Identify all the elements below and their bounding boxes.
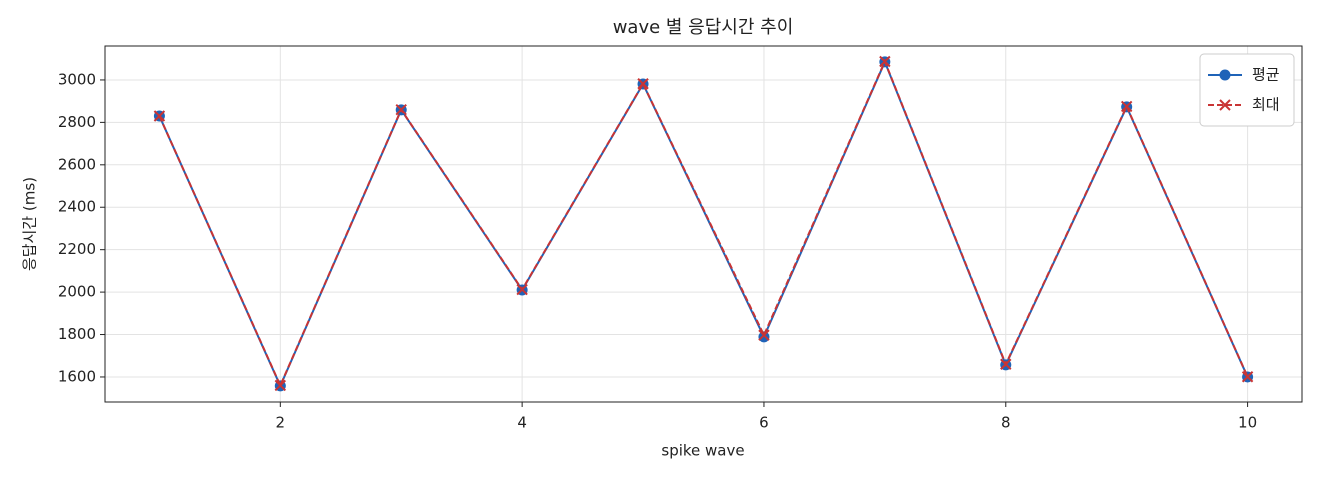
- y-tick-label: 2000: [58, 283, 96, 301]
- marker-dot: [758, 331, 770, 343]
- marker-x: [1000, 358, 1012, 370]
- legend-label: 최대: [1252, 96, 1280, 114]
- y-tick-label: 1800: [58, 325, 96, 343]
- legend-label: 평균: [1252, 66, 1280, 84]
- y-tick-label: 1600: [58, 367, 96, 385]
- legend-marker: [1219, 99, 1231, 111]
- x-axis-label: spike wave: [661, 442, 744, 460]
- y-tick-label: 2800: [58, 113, 96, 131]
- marker-x: [153, 110, 166, 122]
- marker-x: [758, 329, 770, 341]
- series-line: [158, 59, 1249, 389]
- y-tick-label: 2200: [58, 240, 96, 258]
- marker-x: [395, 103, 407, 116]
- chart-title: wave 별 응답시간 추이: [613, 17, 794, 38]
- x-tick-label: 10: [1238, 414, 1257, 432]
- x-tick-label: 8: [1001, 414, 1011, 432]
- marker-x: [879, 55, 891, 68]
- y-tick-label: 2400: [58, 198, 96, 216]
- y-axis-label: 응답시간 (ms): [21, 177, 39, 271]
- y-tick-label: 3000: [58, 70, 96, 88]
- marker-x: [637, 78, 649, 90]
- x-tick-label: 2: [276, 414, 286, 432]
- marker-x: [1120, 100, 1133, 113]
- marker-x: [274, 379, 287, 392]
- x-tick-label: 4: [517, 414, 527, 432]
- plot-frame: [104, 45, 1303, 403]
- marker-x: [516, 283, 528, 296]
- legend-marker: [1219, 69, 1231, 81]
- marker-x: [1241, 371, 1254, 383]
- y-tick-label: 2600: [58, 155, 96, 173]
- series-line: [158, 58, 1249, 388]
- x-tick-label: 6: [759, 414, 769, 432]
- legend-box: [1199, 53, 1295, 127]
